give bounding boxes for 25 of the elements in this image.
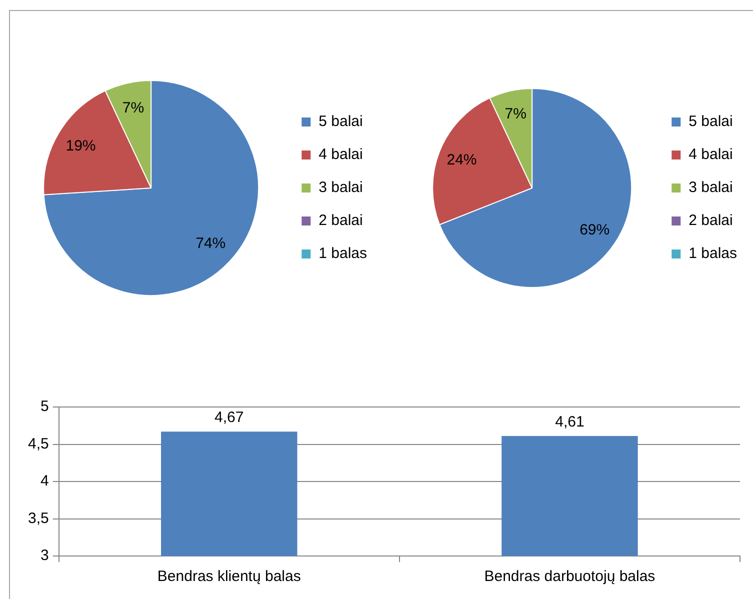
legend-label: 2 balai [318,212,363,230]
legend-label: 3 balai [688,179,733,196]
legend-label: 4 balai [688,146,733,164]
data-label: 4,61 [555,414,584,431]
data-label: 7% [504,105,526,122]
data-label: 69% [580,222,610,239]
data-label: 7% [122,99,144,116]
legend-label: 1 balas [688,245,738,262]
legend-label: 5 balai [318,113,363,130]
y-tick-label: 5 [40,398,49,416]
data-label: 19% [66,138,96,155]
y-tick-label: 4 [40,472,49,490]
x-tick-label: Bendras darbuotojų balas [484,568,656,586]
y-tick-label: 4,5 [28,435,49,452]
data-label: 4,67 [214,409,244,426]
data-label: 24% [446,151,477,168]
legend-label: 2 balai [688,212,733,230]
legend-label: 1 balas [318,245,368,262]
legend-label: 3 balai [318,179,363,196]
x-tick-label: Bendras klientų balas [157,568,301,586]
legend-label: 4 balai [318,146,363,164]
legend-label: 5 balai [688,113,733,130]
y-tick-label: 3 [40,547,49,564]
y-tick-label: 3,5 [28,510,49,527]
data-label: 74% [196,235,226,252]
